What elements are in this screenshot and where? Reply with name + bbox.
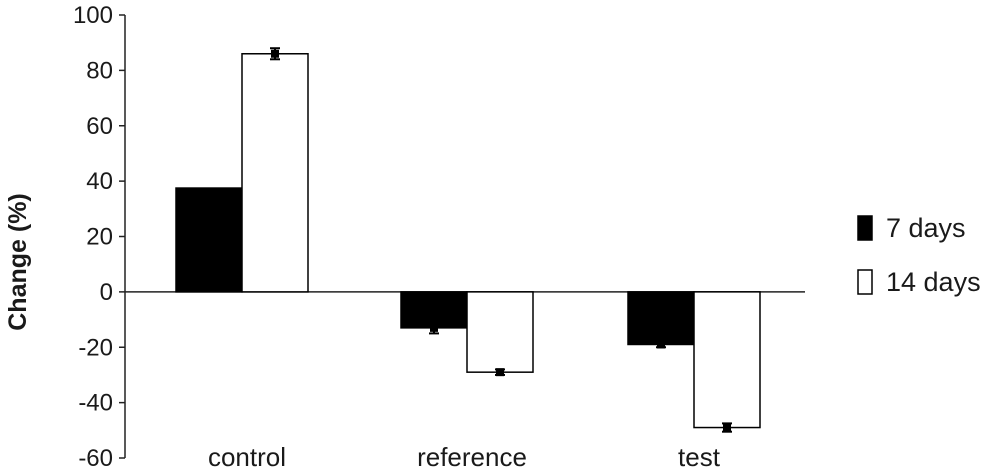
bar-test-series1 xyxy=(627,291,695,346)
error-marker xyxy=(430,323,438,332)
error-marker xyxy=(657,340,665,349)
error-bars xyxy=(270,47,732,433)
bar-test-series2 xyxy=(693,291,761,429)
legend-label: 7 days xyxy=(886,213,966,243)
y-tick-label: -40 xyxy=(78,390,113,417)
bar-control-series2 xyxy=(241,53,309,293)
x-category-label: control xyxy=(208,442,286,472)
y-tick-label: 40 xyxy=(86,168,113,195)
bar-reference-series2 xyxy=(466,291,534,373)
bar-control-series1 xyxy=(175,187,243,293)
error-marker xyxy=(271,49,279,58)
error-marker xyxy=(496,368,504,377)
y-tick-label: 20 xyxy=(86,224,113,251)
y-tick-label: 60 xyxy=(86,113,113,140)
legend-label: 14 days xyxy=(886,267,981,297)
y-axis-title: Change (%) xyxy=(4,193,32,331)
legend-swatch xyxy=(857,215,873,241)
error-marker xyxy=(723,423,731,432)
x-category-label: test xyxy=(678,442,721,472)
y-tick-label: -20 xyxy=(78,334,113,361)
y-tick-label: 0 xyxy=(100,279,113,306)
x-category-label: reference xyxy=(417,442,527,472)
legend-swatch xyxy=(857,269,873,295)
y-tick-label: -60 xyxy=(78,445,113,472)
y-tick-label: 80 xyxy=(86,57,113,84)
bars xyxy=(175,53,761,429)
y-tick-label: 100 xyxy=(73,2,113,29)
labels: 100 80 60 40 20 0 -20 -40 -60 control reference tes… xyxy=(73,2,721,472)
legend: 7 days 14 days xyxy=(857,213,981,297)
